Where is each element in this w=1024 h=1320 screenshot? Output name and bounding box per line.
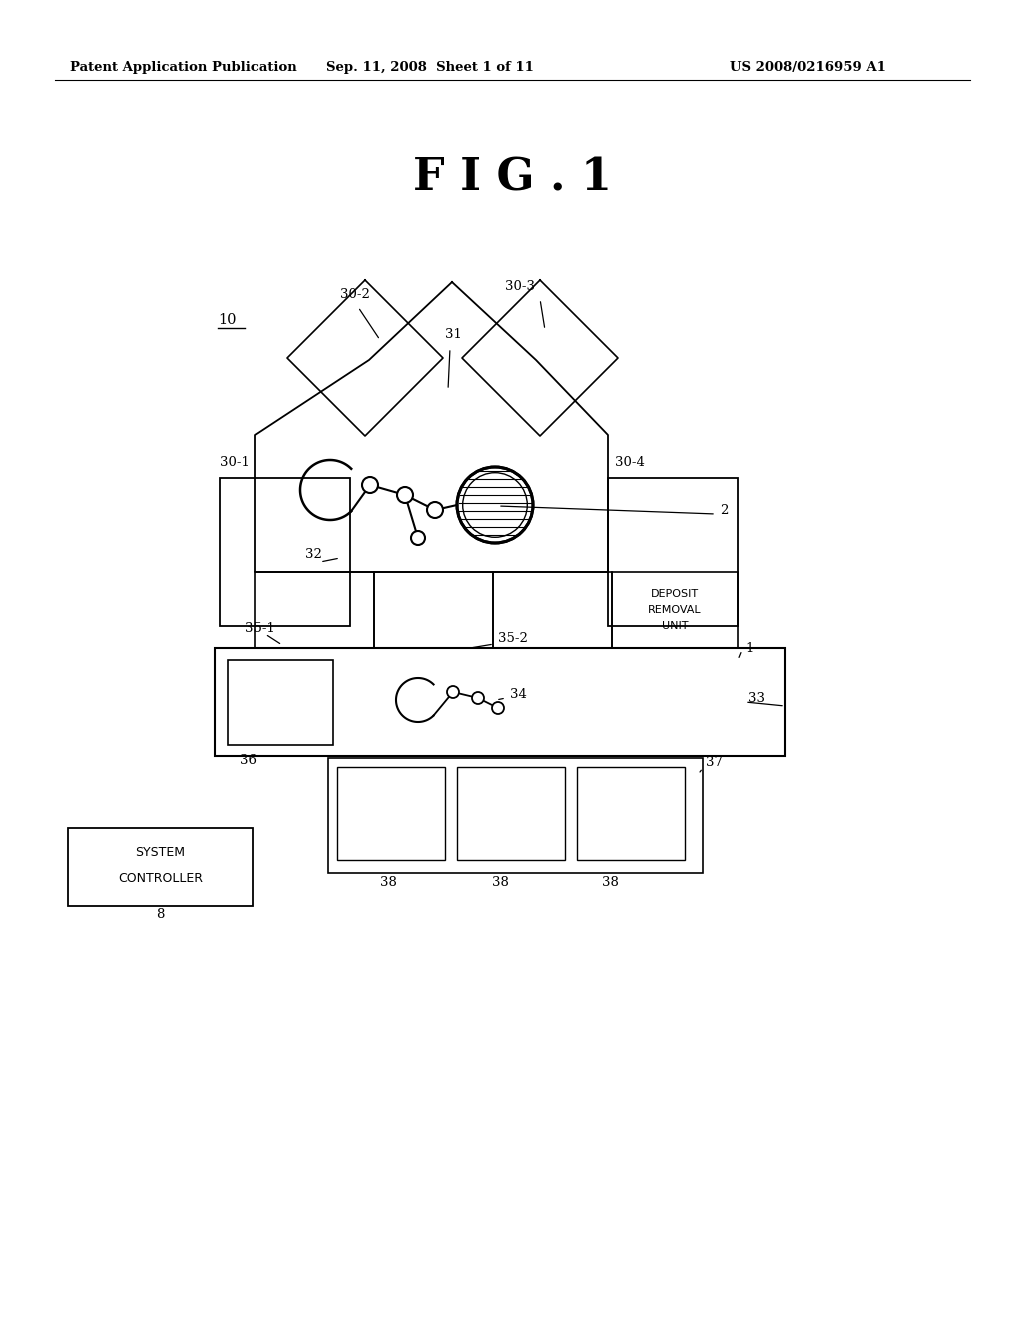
- Bar: [220, 478, 350, 626]
- Circle shape: [427, 502, 443, 517]
- Bar: [228, 660, 333, 744]
- Bar: [337, 767, 445, 861]
- Text: SYSTEM: SYSTEM: [135, 846, 185, 859]
- Bar: [374, 572, 493, 648]
- Circle shape: [457, 467, 534, 543]
- Text: 35-1: 35-1: [245, 622, 274, 635]
- Text: 10: 10: [218, 313, 237, 327]
- Circle shape: [362, 477, 378, 492]
- Text: 30-3: 30-3: [505, 281, 535, 293]
- Text: 2: 2: [720, 503, 728, 516]
- Text: Patent Application Publication: Patent Application Publication: [70, 62, 297, 74]
- Text: 33: 33: [748, 692, 765, 705]
- Text: 34: 34: [510, 689, 527, 701]
- Text: 37: 37: [706, 755, 723, 768]
- Circle shape: [472, 692, 484, 704]
- Circle shape: [447, 686, 459, 698]
- Bar: [612, 572, 738, 648]
- Text: CONTROLLER: CONTROLLER: [118, 871, 203, 884]
- Text: 30-2: 30-2: [340, 289, 370, 301]
- Text: UNIT: UNIT: [662, 620, 688, 631]
- Text: F I G . 1: F I G . 1: [413, 157, 611, 199]
- Bar: [577, 767, 685, 861]
- Circle shape: [492, 702, 504, 714]
- Text: DEPOSIT: DEPOSIT: [651, 589, 699, 599]
- Text: 1: 1: [745, 642, 754, 655]
- Text: REMOVAL: REMOVAL: [648, 605, 701, 615]
- Text: 36: 36: [240, 754, 257, 767]
- Circle shape: [411, 531, 425, 545]
- Text: 30-4: 30-4: [615, 455, 645, 469]
- Text: 30-1: 30-1: [220, 455, 250, 469]
- Text: 32: 32: [305, 549, 322, 561]
- Text: US 2008/0216959 A1: US 2008/0216959 A1: [730, 62, 886, 74]
- Text: Sep. 11, 2008  Sheet 1 of 11: Sep. 11, 2008 Sheet 1 of 11: [326, 62, 534, 74]
- Bar: [457, 767, 565, 861]
- Bar: [328, 758, 703, 873]
- Bar: [215, 648, 785, 756]
- Text: 8: 8: [156, 908, 164, 921]
- Circle shape: [397, 487, 413, 503]
- Text: 38: 38: [492, 876, 509, 890]
- Text: 38: 38: [380, 876, 396, 890]
- Text: 35-2: 35-2: [498, 631, 528, 644]
- Bar: [493, 572, 612, 648]
- Text: 31: 31: [445, 329, 462, 342]
- Bar: [608, 478, 738, 626]
- Bar: [68, 828, 253, 906]
- Bar: [255, 572, 374, 648]
- Text: 38: 38: [601, 876, 618, 890]
